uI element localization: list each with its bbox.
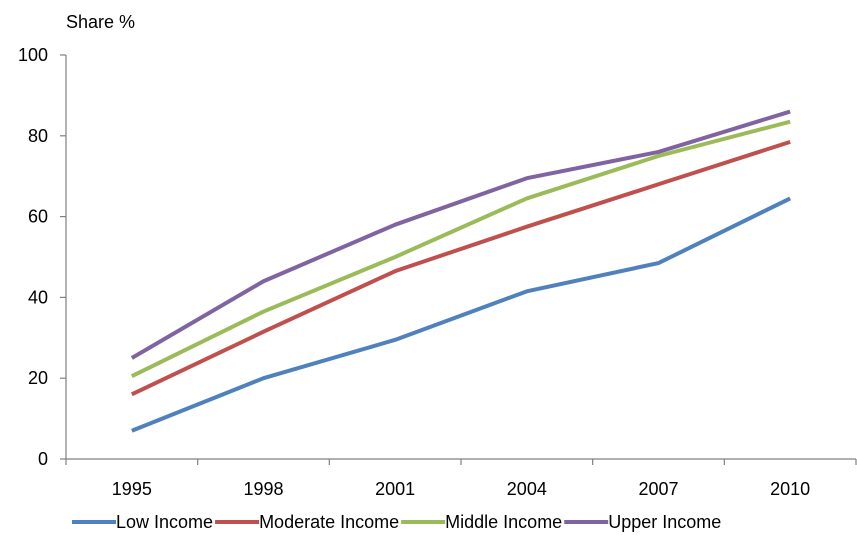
y-tick-label: 80	[28, 126, 48, 146]
legend-item: Low Income	[72, 512, 213, 532]
y-tick-label: 60	[28, 207, 48, 227]
x-tick-label: 2007	[638, 479, 678, 499]
series-line-moderate-income	[130, 139, 791, 397]
series-line-middle-income	[130, 119, 791, 378]
x-tick-label: 2001	[375, 479, 415, 499]
legend-label: Middle Income	[445, 512, 562, 532]
x-tick-label: 1995	[112, 479, 152, 499]
legend-label: Upper Income	[608, 512, 721, 532]
x-tick-label: 1998	[243, 479, 283, 499]
series-line-low-income	[131, 196, 792, 433]
y-axis-label: Share %	[66, 12, 135, 32]
y-tick-label: 40	[28, 287, 48, 307]
legend-label: Low Income	[116, 512, 213, 532]
y-axis: 0 20 40 60 80 100	[18, 45, 67, 469]
series-line-upper-income	[130, 109, 791, 360]
x-axis: 1995 1998 2001 2004 2007 2010	[65, 458, 857, 499]
legend: Low Income Moderate Income Middle Income Up…	[72, 512, 721, 532]
y-tick-label: 20	[28, 368, 48, 388]
legend-item: Middle Income	[401, 512, 562, 532]
x-tick-label: 2010	[770, 479, 810, 499]
legend-item: Upper Income	[564, 512, 721, 532]
series-group	[130, 109, 792, 433]
y-tick-label: 0	[38, 449, 48, 469]
legend-label: Moderate Income	[259, 512, 399, 532]
x-tick-label: 2004	[507, 479, 547, 499]
y-tick-label: 100	[18, 45, 48, 65]
legend-item: Moderate Income	[215, 512, 399, 532]
